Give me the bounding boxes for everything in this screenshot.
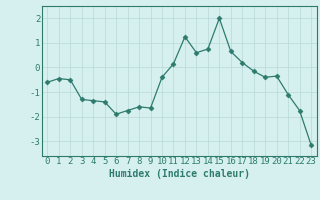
X-axis label: Humidex (Indice chaleur): Humidex (Indice chaleur) [109,169,250,179]
